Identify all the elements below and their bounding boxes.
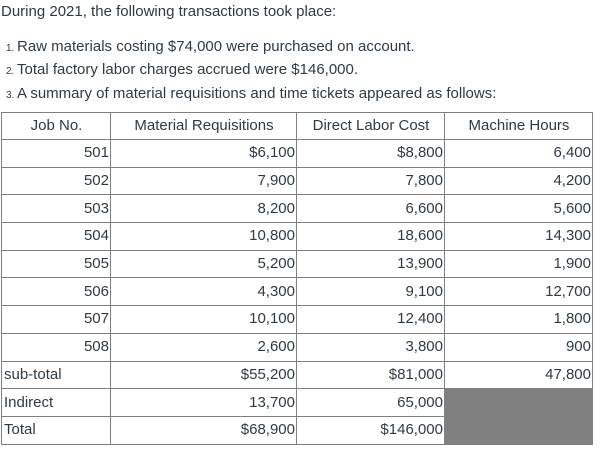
hours-cell: 12,700: [444, 277, 593, 307]
header-job-no: Job No.: [1, 112, 111, 140]
table-row: 506 4,300 9,100 12,700: [1, 277, 593, 307]
indirect-labor: 65,000: [296, 388, 445, 417]
labor-cell: 12,400: [296, 305, 445, 334]
total-label: Total: [1, 415, 111, 445]
materials-cell: 5,200: [110, 249, 297, 279]
materials-cell: $6,100: [110, 139, 297, 168]
materials-cell: 8,200: [110, 194, 297, 224]
table-row: 503 8,200 6,600 5,600: [1, 194, 593, 224]
labor-cell: $8,800: [296, 139, 445, 168]
total-materials: $68,900: [110, 415, 297, 445]
labor-cell: 9,100: [296, 277, 445, 307]
table-row: 507 10,100 12,400 1,800: [1, 305, 593, 334]
job-no-cell: 507: [1, 305, 111, 334]
job-no-cell: 506: [1, 277, 111, 307]
list-text: A summary of material requisitions and t…: [17, 85, 497, 102]
hours-cell: 4,200: [444, 166, 593, 196]
list-item: 1. Raw materials costing $74,000 were pur…: [6, 37, 415, 59]
subtotal-label: sub-total: [1, 360, 111, 390]
hours-cell: 900: [444, 332, 593, 362]
materials-cell: 7,900: [110, 166, 297, 196]
materials-cell: 2,600: [110, 332, 297, 362]
table-row: 505 5,200 13,900 1,900: [1, 249, 593, 279]
job-no-cell: 505: [1, 249, 111, 279]
labor-cell: 7,800: [296, 166, 445, 196]
hours-cell: 6,400: [444, 139, 593, 168]
job-no-cell: 504: [1, 222, 111, 251]
list-number: 1.: [6, 43, 15, 54]
header-direct-labor-cost: Direct Labor Cost: [296, 112, 445, 140]
hours-cell: 14,300: [444, 222, 593, 251]
indirect-label: Indirect: [1, 388, 111, 417]
table-row: 504 10,800 18,600 14,300: [1, 222, 593, 251]
intro-text: During 2021, the following transactions …: [1, 3, 337, 20]
subtotal-hours: 47,800: [444, 360, 593, 390]
subtotal-labor: $81,000: [296, 360, 445, 390]
labor-cell: 3,800: [296, 332, 445, 362]
hours-cell: 1,900: [444, 249, 593, 279]
job-cost-table: Job No. Material Requisitions Direct Lab…: [1, 112, 593, 445]
job-no-cell: 502: [1, 166, 111, 196]
subtotal-row: sub-total $55,200 $81,000 47,800: [1, 360, 593, 390]
subtotal-materials: $55,200: [110, 360, 297, 390]
table-header-row: Job No. Material Requisitions Direct Lab…: [1, 112, 593, 140]
header-material-requisitions: Material Requisitions: [110, 112, 297, 140]
materials-cell: 10,100: [110, 305, 297, 334]
blank-shaded-cell: [444, 415, 593, 445]
list-text: Raw materials costing $74,000 were purch…: [17, 38, 415, 55]
job-no-cell: 503: [1, 194, 111, 224]
job-no-cell: 508: [1, 332, 111, 362]
blank-shaded-cell: [444, 388, 593, 417]
table-row: 502 7,900 7,800 4,200: [1, 166, 593, 196]
indirect-materials: 13,700: [110, 388, 297, 417]
total-row: Total $68,900 $146,000: [1, 415, 593, 445]
hours-cell: 5,600: [444, 194, 593, 224]
materials-cell: 10,800: [110, 222, 297, 251]
table-row: 501 $6,100 $8,800 6,400: [1, 139, 593, 168]
materials-cell: 4,300: [110, 277, 297, 307]
list-item: 2. Total factory labor charges accrued we…: [6, 60, 358, 82]
list-item: 3. A summary of material requisitions and…: [6, 84, 496, 106]
list-text: Total factory labor charges accrued were…: [17, 61, 359, 78]
labor-cell: 18,600: [296, 222, 445, 251]
hours-cell: 1,800: [444, 305, 593, 334]
header-machine-hours: Machine Hours: [444, 112, 593, 140]
table-row: 508 2,600 3,800 900: [1, 332, 593, 362]
total-labor: $146,000: [296, 415, 445, 445]
labor-cell: 6,600: [296, 194, 445, 224]
job-no-cell: 501: [1, 139, 111, 168]
indirect-row: Indirect 13,700 65,000: [1, 388, 593, 417]
list-number: 2.: [6, 66, 15, 77]
list-number: 3.: [6, 90, 15, 101]
labor-cell: 13,900: [296, 249, 445, 279]
